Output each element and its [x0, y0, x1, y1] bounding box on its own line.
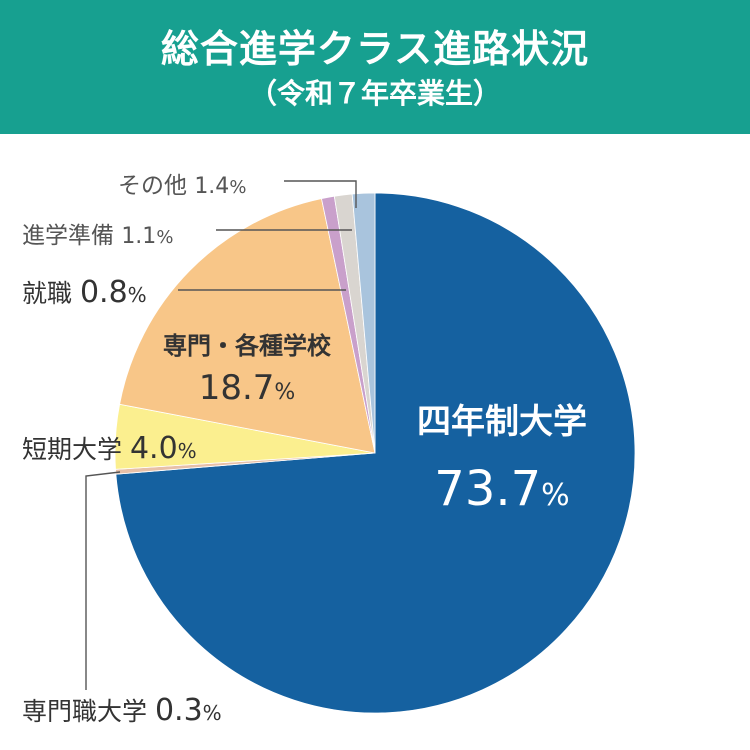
slice-label-6: その他 1.4% [118, 173, 246, 199]
slice-value-1: 0.3 [155, 693, 203, 728]
slice-value-4: 0.8 [80, 275, 128, 310]
pie-slice-3 [119, 198, 376, 454]
slice-value-5: 1.1 [121, 224, 156, 249]
leader-line-6 [284, 180, 357, 208]
slice-value-0: 73.7% [434, 461, 569, 517]
slice-label-5: 進学準備 1.1% [22, 223, 173, 249]
slice-value-6: 1.4 [194, 174, 229, 199]
leader-line-1 [85, 471, 121, 690]
slice-value-2: 4.0 [130, 431, 178, 466]
pie-slice-6 [351, 192, 376, 454]
slice-label-4: 就職 0.8% [22, 275, 147, 310]
slice-value-3: 18.7% [199, 368, 296, 408]
slice-label-0: 四年制大学 [417, 402, 587, 442]
slice-label-3: 専門・各種学校 [163, 332, 332, 360]
chart-header: 総合進学クラス進路状況 （令和７年卒業生） [0, 0, 750, 134]
chart-subtitle: （令和７年卒業生） [248, 77, 501, 110]
slice-label-1: 専門職大学 0.3% [22, 693, 222, 728]
slice-label-2: 短期大学 4.0% [22, 431, 197, 466]
chart-title: 総合進学クラス進路状況 [160, 27, 590, 71]
